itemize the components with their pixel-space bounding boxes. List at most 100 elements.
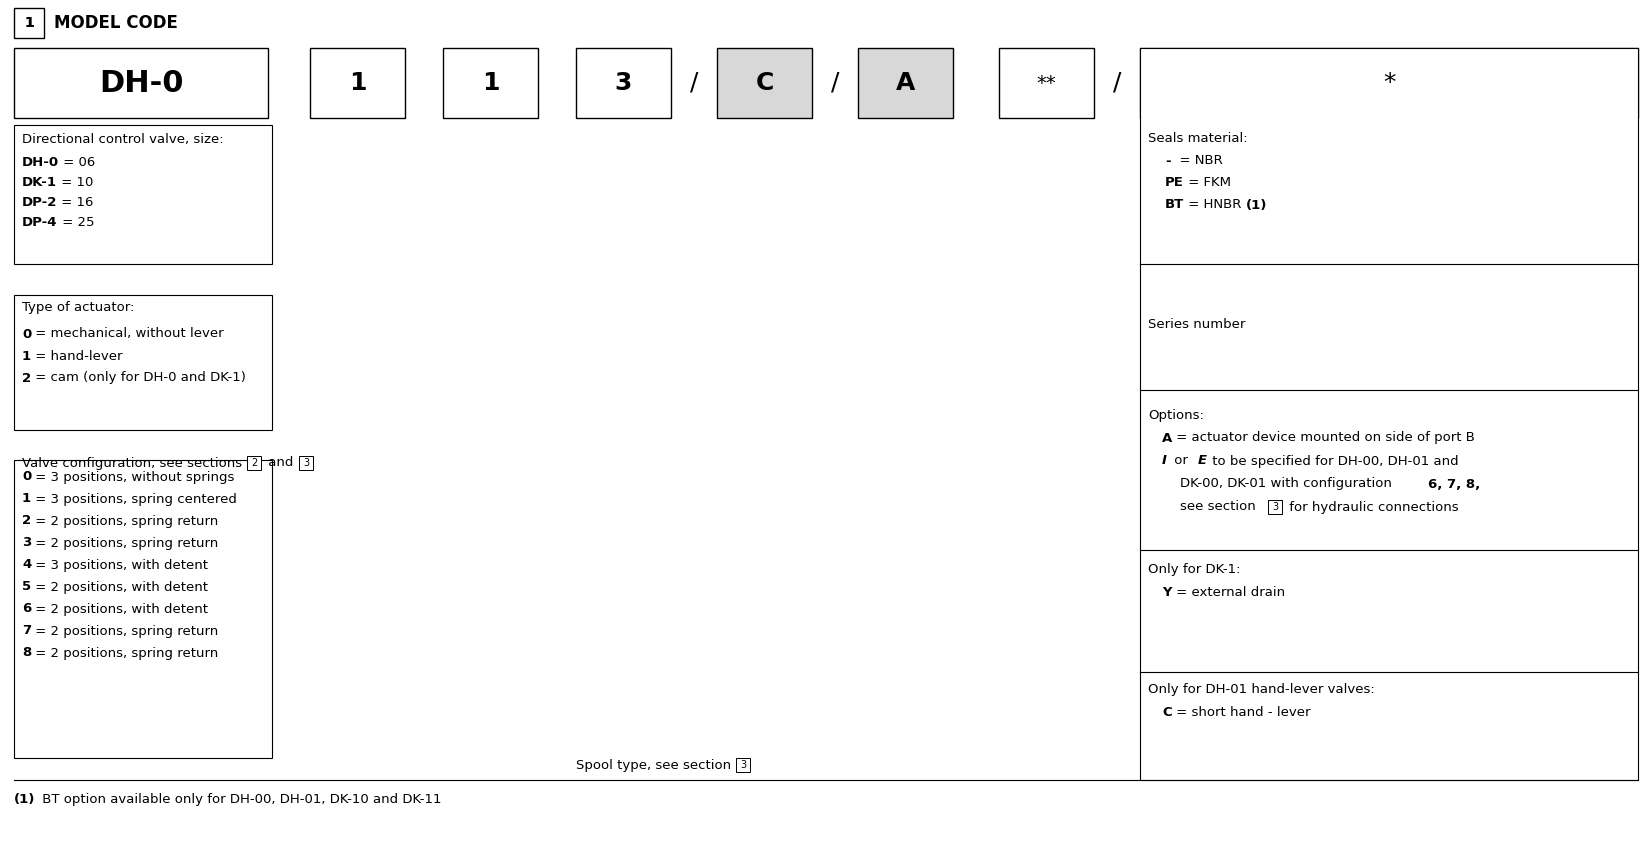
Bar (1140, 48, 1639, 780)
Text: **: ** (1036, 73, 1056, 93)
Text: = NBR: = NBR (1171, 154, 1222, 167)
Text: MODEL CODE: MODEL CODE (54, 14, 178, 32)
Text: = FKM: = FKM (1184, 176, 1230, 190)
Text: Spool type, see section: Spool type, see section (576, 759, 735, 771)
Bar (300, 456, 313, 470)
Text: 3: 3 (21, 537, 31, 549)
Text: BT option available only for DH-00, DH-01, DK-10 and DK-11: BT option available only for DH-00, DH-0… (38, 793, 441, 807)
Bar (310, 48, 405, 118)
Bar (736, 758, 751, 772)
Text: 3: 3 (614, 71, 632, 95)
Text: 1: 1 (21, 349, 31, 363)
Text: 6: 6 (21, 603, 31, 615)
Text: PE: PE (1164, 176, 1184, 190)
Text: = 2 positions, spring return: = 2 positions, spring return (31, 625, 219, 637)
Text: = cam (only for DH-0 and DK-1): = cam (only for DH-0 and DK-1) (31, 371, 245, 385)
Text: 1: 1 (25, 16, 35, 30)
Text: /: / (830, 71, 840, 95)
Text: 0: 0 (21, 470, 31, 484)
Text: *: * (1383, 71, 1395, 95)
Text: 3: 3 (740, 760, 746, 770)
Text: 2: 2 (21, 515, 31, 528)
Text: = actuator device mounted on side of port B: = actuator device mounted on side of por… (1173, 431, 1476, 445)
Bar (247, 456, 262, 470)
Text: 2: 2 (252, 458, 257, 468)
Text: 5: 5 (21, 581, 31, 593)
Bar (15, 460, 272, 758)
Text: = 2 positions, with detent: = 2 positions, with detent (31, 603, 208, 615)
Text: BT: BT (1164, 198, 1184, 212)
Bar (443, 48, 539, 118)
Text: Y: Y (1163, 587, 1171, 599)
Text: to be specified for DH-00, DH-01 and: to be specified for DH-00, DH-01 and (1207, 455, 1459, 468)
Text: Options:: Options: (1148, 408, 1204, 421)
Text: 6, 7, 8,: 6, 7, 8, (1428, 478, 1481, 490)
Text: 3: 3 (303, 458, 310, 468)
Text: DK-00, DK-01 with configuration: DK-00, DK-01 with configuration (1179, 478, 1397, 490)
Text: = 2 positions, spring return: = 2 positions, spring return (31, 515, 219, 528)
Text: I: I (1163, 455, 1166, 468)
Text: see section: see section (1179, 500, 1260, 513)
Text: = 3 positions, with detent: = 3 positions, with detent (31, 559, 208, 571)
Text: Only for DK-1:: Only for DK-1: (1148, 564, 1240, 576)
Text: = 10: = 10 (58, 176, 94, 190)
Text: 2: 2 (21, 371, 31, 385)
Bar (15, 295, 272, 430)
Text: DK-1: DK-1 (21, 176, 58, 190)
Text: DP-2: DP-2 (21, 197, 58, 209)
Text: = 2 positions, with detent: = 2 positions, with detent (31, 581, 208, 593)
Text: = 3 positions, spring centered: = 3 positions, spring centered (31, 493, 237, 506)
Text: 7: 7 (21, 625, 31, 637)
Bar (15, 48, 268, 118)
Text: (1): (1) (1245, 198, 1267, 212)
Text: C: C (756, 71, 774, 95)
Text: = mechanical, without lever: = mechanical, without lever (31, 327, 224, 340)
Text: Valve configuration, see sections: Valve configuration, see sections (21, 457, 247, 469)
Bar (1000, 48, 1094, 118)
Text: = 2 positions, spring return: = 2 positions, spring return (31, 537, 219, 549)
Text: /: / (690, 71, 698, 95)
Text: or: or (1169, 455, 1192, 468)
Text: E: E (1197, 455, 1207, 468)
Bar (716, 48, 812, 118)
Text: Directional control valve, size:: Directional control valve, size: (21, 133, 224, 147)
Text: = short hand - lever: = short hand - lever (1171, 706, 1309, 719)
Text: Spool type, see section: Spool type, see section (576, 759, 735, 771)
Bar (1140, 48, 1639, 118)
Text: /: / (1113, 71, 1122, 95)
Bar (858, 48, 954, 118)
Text: Valve configuration, see sections: Valve configuration, see sections (21, 457, 247, 469)
Bar (15, 125, 272, 264)
Text: = hand-lever: = hand-lever (31, 349, 122, 363)
Text: = 2 positions, spring return: = 2 positions, spring return (31, 647, 219, 659)
Text: 1: 1 (349, 71, 366, 95)
Text: = HNBR: = HNBR (1184, 198, 1245, 212)
Text: = 25: = 25 (58, 217, 94, 230)
Text: = 16: = 16 (58, 197, 94, 209)
Text: = 3 positions, without springs: = 3 positions, without springs (31, 470, 234, 484)
Text: DH-0: DH-0 (21, 156, 59, 170)
Text: Seals material:: Seals material: (1148, 132, 1248, 144)
Text: Type of actuator:: Type of actuator: (21, 301, 135, 315)
Text: 1: 1 (21, 493, 31, 506)
Text: = 06: = 06 (59, 156, 96, 170)
Text: (1): (1) (15, 793, 35, 807)
Text: 1: 1 (483, 71, 499, 95)
Text: C: C (1163, 706, 1171, 719)
Text: Series number: Series number (1148, 318, 1245, 332)
Text: A: A (1163, 431, 1173, 445)
Text: 3: 3 (1271, 502, 1278, 512)
Text: -: - (1164, 154, 1171, 167)
Text: = external drain: = external drain (1171, 587, 1285, 599)
Text: and: and (265, 457, 298, 469)
Text: DH-0: DH-0 (99, 68, 183, 98)
Text: for hydraulic connections: for hydraulic connections (1285, 500, 1459, 513)
Text: 4: 4 (21, 559, 31, 571)
Text: 8: 8 (21, 647, 31, 659)
Text: DP-4: DP-4 (21, 217, 58, 230)
Text: 1: 1 (25, 16, 35, 30)
Text: Only for DH-01 hand-lever valves:: Only for DH-01 hand-lever valves: (1148, 684, 1375, 696)
Bar (15, 8, 44, 38)
Bar (576, 48, 670, 118)
Text: 0: 0 (21, 327, 31, 340)
